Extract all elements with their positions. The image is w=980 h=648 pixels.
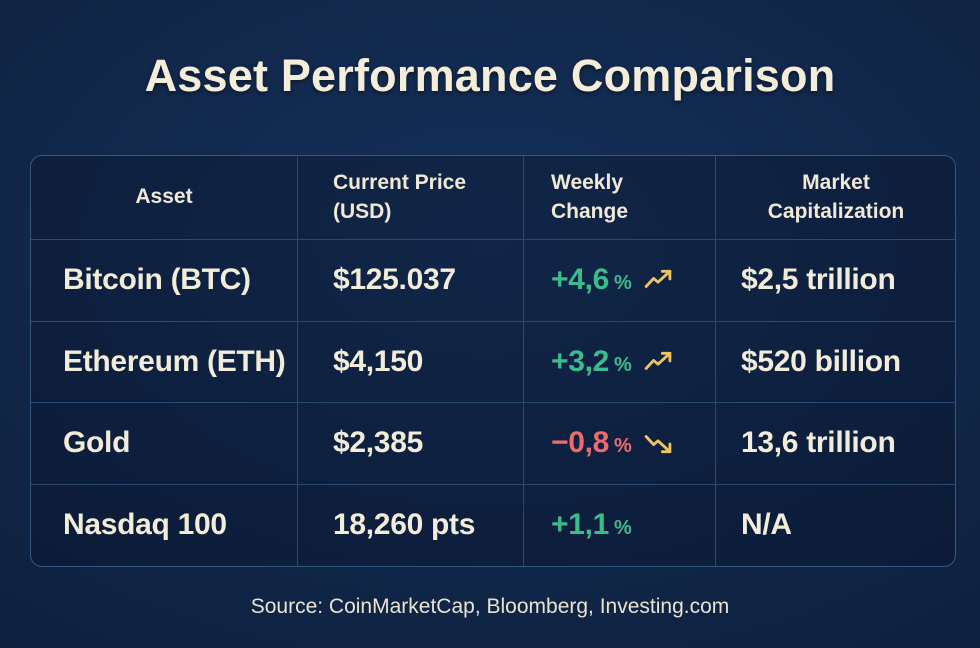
market-cap-cell: 13,6 trillion [716, 403, 955, 485]
header-line: Capitalization [767, 199, 905, 223]
price-value: $4,150 [333, 344, 423, 378]
header-line: Change [551, 199, 629, 223]
asset-name-cell: Nasdaq 100 [31, 484, 298, 566]
market-cap-cell: $2,5 trillion [716, 240, 955, 322]
header-line: Market [802, 171, 870, 195]
change-value: +3,2 % [551, 344, 632, 378]
asset-name: Ethereum (ETH) [63, 344, 286, 378]
market-cap-value: $520 billion [741, 344, 901, 378]
percent-sign: % [614, 272, 632, 295]
asset-name: Bitcoin (BTC) [63, 263, 251, 297]
asset-table: Asset Current Price (USD) Weekly Change … [30, 155, 956, 567]
price-cell: $4,150 [298, 321, 524, 403]
market-cap-value: 13,6 trillion [741, 426, 896, 460]
asset-name-cell: Ethereum (ETH) [31, 321, 298, 403]
header-line: Asset [135, 185, 193, 209]
column-header-current-price: Current Price (USD) [298, 156, 524, 240]
market-cap-value: $2,5 trillion [741, 263, 896, 297]
asset-name: Gold [63, 426, 131, 460]
change-value: +1,1 % [551, 508, 632, 542]
percent-sign: % [614, 517, 632, 540]
price-value: 18,260 pts [333, 508, 476, 542]
market-cap-cell: $520 billion [716, 322, 955, 403]
price-cell: 18,260 pts [298, 484, 524, 566]
header-line: (USD) [333, 199, 392, 223]
weekly-change-cell: +4,6 % [524, 240, 716, 322]
percent-sign: % [614, 353, 632, 376]
price-value: $2,385 [333, 426, 423, 460]
column-header-market-cap: Market Capitalization [716, 156, 955, 240]
price-cell: $125.037 [298, 240, 524, 322]
weekly-change-cell: −0,8 % [524, 403, 716, 485]
change-value: −0,8 % [551, 426, 632, 460]
change-value: +4,6 % [551, 263, 632, 297]
column-header-weekly-change: Weekly Change [524, 156, 716, 240]
asset-name-cell: Bitcoin (BTC) [31, 240, 298, 322]
weekly-change-cell: +3,2 % [524, 321, 716, 403]
asset-name-cell: Gold [31, 403, 298, 485]
column-header-asset: Asset [31, 156, 298, 240]
page-title: Asset Performance Comparison [144, 50, 836, 101]
trend-up-icon [644, 270, 671, 289]
price-cell: $2,385 [298, 403, 524, 485]
market-cap-value: N/A [741, 508, 792, 542]
market-cap-cell: N/A [716, 485, 955, 567]
source-caption: Source: CoinMarketCap, Bloomberg, Invest… [250, 595, 730, 618]
trend-down-icon [644, 435, 671, 454]
trend-up-icon [644, 351, 671, 370]
percent-sign: % [614, 435, 632, 458]
header-line: Weekly [551, 171, 623, 195]
header-line: Current Price [333, 171, 467, 195]
price-value: $125.037 [333, 263, 456, 297]
weekly-change-cell: +1,1 % [524, 484, 716, 566]
asset-name: Nasdaq 100 [63, 508, 227, 542]
